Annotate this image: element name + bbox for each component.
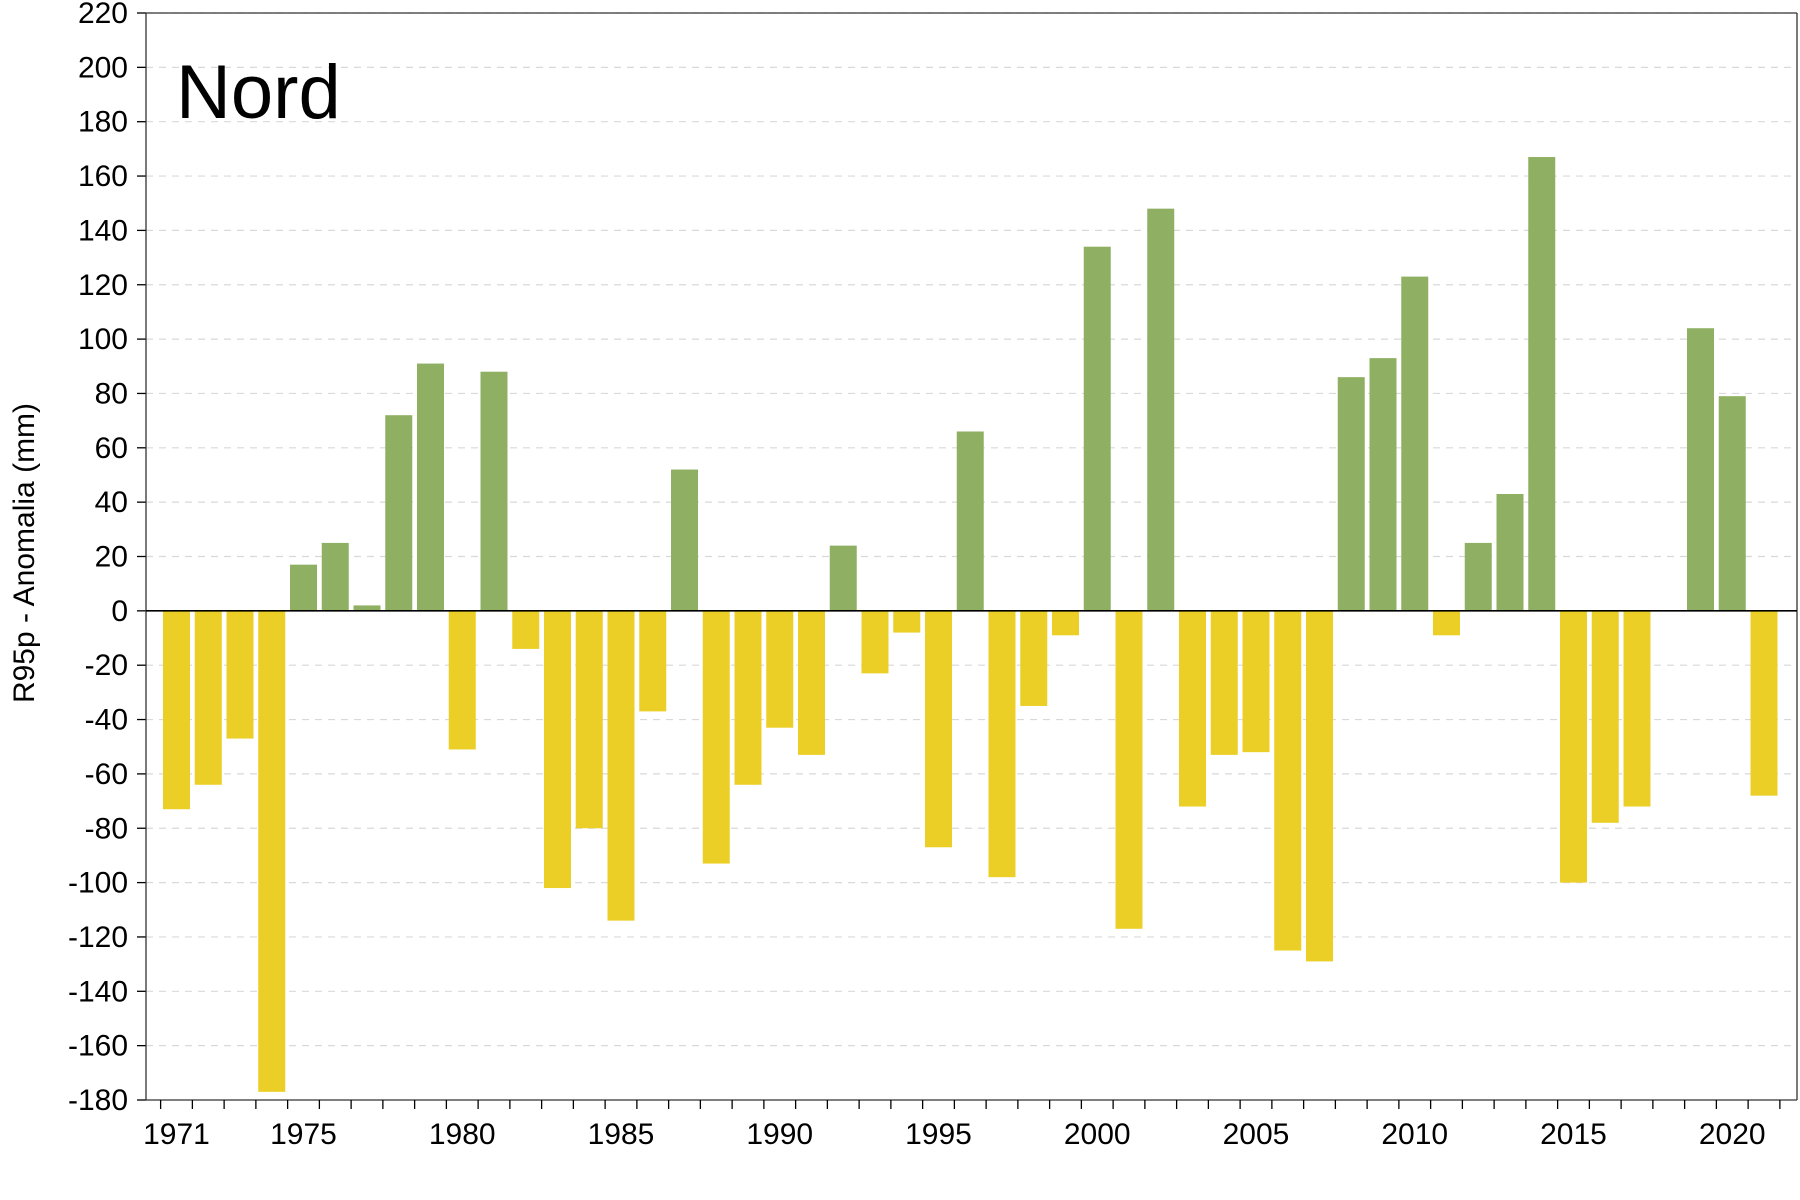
axes [137,12,1798,1109]
bar-1971 [163,610,190,810]
bar-2010 [1401,276,1429,611]
bar-1999 [1052,610,1079,636]
bar-2008 [1337,377,1365,611]
bar-1982 [512,610,540,649]
y-tick-label: 0 [111,595,128,628]
bar-1995 [925,610,952,848]
bar-2004 [1210,610,1238,755]
bar-2003 [1179,610,1206,807]
x-tick-label: 2010 [1381,1118,1448,1151]
bar-2009 [1369,358,1397,611]
x-tick-label: 1971 [143,1118,210,1151]
x-tick-label: 1975 [270,1118,337,1151]
y-tick-label: -160 [68,1030,128,1063]
x-tick-label: 2000 [1064,1118,1131,1151]
bar-1986 [639,610,667,712]
bar-1997 [988,610,1016,878]
bar-2016 [1591,610,1619,823]
bar-2015 [1560,610,1587,883]
bar-1976 [321,542,349,611]
bar-1988 [702,610,730,864]
bar-2019 [1687,328,1714,611]
y-tick-label: -140 [68,975,128,1008]
y-tick-label: 120 [78,269,128,302]
bar-2012 [1464,542,1492,611]
bar-1998 [1020,610,1048,706]
bar-2006 [1274,610,1302,951]
y-tick-label: -120 [68,921,128,954]
bar-2011 [1433,610,1460,636]
x-tick-label: 1990 [746,1118,813,1151]
bar-1973 [226,610,254,739]
bar-1975 [290,564,317,611]
y-tick-label: 140 [78,214,128,247]
bar-1972 [194,610,222,785]
bar-1989 [734,610,762,785]
bar-1978 [385,415,413,611]
bar-2014 [1528,157,1556,611]
x-tick-label: 2015 [1540,1118,1607,1151]
y-tick-label: 100 [78,323,128,356]
y-tick-labels: -180 -160 -140 -120 -100 -80 -60 -40 -20 0 20 40 60 8… [68,0,128,1117]
y-tick-label: 160 [78,160,128,193]
x-tick-label: 1980 [429,1118,496,1151]
y-axis-title: R95p - Anomalia (mm) [8,403,41,703]
y-tick-label: -180 [68,1084,128,1117]
x-tick-label: 1985 [588,1118,655,1151]
y-tick-label: 80 [95,377,128,410]
bar-1987 [671,469,698,611]
bar-1984 [575,610,603,829]
bar-1985 [607,610,635,921]
y-tick-label: -20 [85,649,128,682]
bar-2007 [1306,610,1333,962]
bar-2001 [1115,610,1143,929]
y-tick-label: 40 [95,486,128,519]
y-tick-label: -60 [85,758,128,791]
bar-2005 [1242,610,1270,753]
bar-1991 [798,610,825,755]
bar-1990 [766,610,794,728]
bar-1979 [417,363,444,611]
x-tick-label: 1995 [905,1118,972,1151]
y-tick-label: 60 [95,432,128,465]
y-tick-label: -100 [68,867,128,900]
bar-1993 [861,610,889,674]
y-tick-label: 220 [78,0,128,30]
bar-2000 [1083,246,1111,611]
y-tick-label: -40 [85,704,128,737]
bar-2017 [1623,610,1651,807]
y-tick-label: 200 [78,51,128,84]
bar-1980 [448,610,476,750]
bar-1974 [258,610,286,1092]
bar-2013 [1496,493,1524,611]
bar-1994 [893,610,921,633]
y-tick-label: 180 [78,106,128,139]
x-tick-label: 2005 [1223,1118,1290,1151]
bar-1996 [956,431,984,611]
bar-2021 [1750,610,1778,796]
bar-2002 [1147,208,1175,611]
bar-1983 [544,610,571,889]
bar-1992 [829,545,857,611]
x-tick-label: 2020 [1699,1118,1766,1151]
y-tick-label: 20 [95,541,128,574]
x-tick-labels: 1971 1975 1980 1985 1990 1995 2000 2005 2010 2015… [143,1118,1766,1151]
bar-1977 [353,605,381,611]
bars [163,157,1778,1092]
y-tick-label: -80 [85,812,128,845]
chart-title: Nord [176,50,341,135]
bar-2020 [1718,396,1746,611]
bar-1981 [480,371,508,611]
